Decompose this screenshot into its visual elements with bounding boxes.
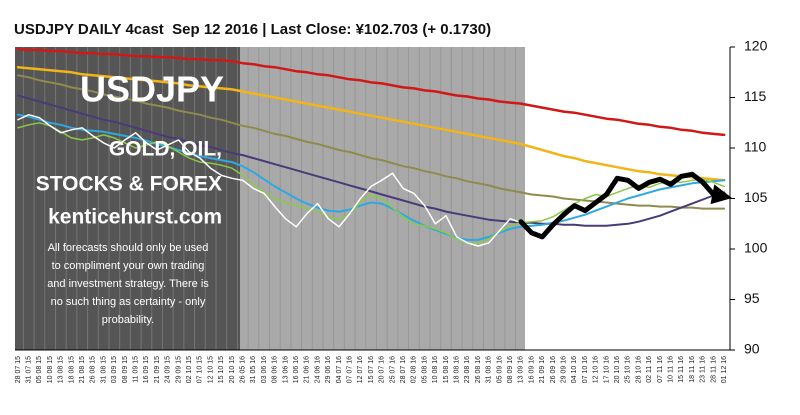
- disclaimer: no such thing as certainty - only: [51, 296, 206, 308]
- x-tick-label: 17 10 16: [603, 356, 610, 383]
- x-tick-label: 21 09 16: [539, 356, 546, 383]
- x-tick-label: 18 11 16: [689, 356, 696, 383]
- brand: USDJPY: [80, 69, 224, 110]
- x-tick-label: 26 05 16: [240, 356, 247, 383]
- x-tick-label: 08 06 16: [272, 356, 279, 383]
- x-tick-label: 24 09 15: [165, 356, 172, 383]
- x-tick-label: 10 08 16: [432, 356, 439, 383]
- x-tick-label: 02 11 16: [646, 356, 653, 383]
- x-tick-label: 10 08 15: [47, 356, 54, 383]
- disclaimer: to compliment your own trading: [52, 260, 205, 272]
- x-tick-label: 31 08 16: [486, 356, 493, 383]
- x-tick-label: 05 09 16: [496, 356, 503, 383]
- x-tick-label: 01 12 16: [721, 356, 728, 383]
- x-tick-label: 21 09 15: [154, 356, 161, 383]
- y-tick-label: 95: [744, 290, 760, 306]
- x-tick-label: 12 07 16: [357, 356, 364, 383]
- x-tick-label: 26 08 16: [475, 356, 482, 383]
- x-tick-label: 20 10 16: [614, 356, 621, 383]
- x-tick-label: 23 08 16: [464, 356, 471, 383]
- x-tick-label: 31 05 16: [250, 356, 257, 383]
- x-tick-label: 16 09 16: [528, 356, 535, 383]
- x-tick-label: 18 08 15: [68, 356, 75, 383]
- x-tick-label: 02 08 16: [411, 356, 418, 383]
- arrow-head: [710, 184, 733, 205]
- x-tick-label: 05 08 15: [36, 356, 43, 383]
- series-line: [17, 94, 726, 227]
- y-tick-label: 110: [744, 139, 767, 155]
- x-tick-label: 15 11 16: [678, 356, 685, 383]
- x-tick-label: 11 09 15: [133, 356, 140, 383]
- disclaimer: probability.: [102, 314, 154, 326]
- x-tick-label: 29 06 16: [325, 356, 332, 383]
- x-tick-label: 04 07 16: [336, 356, 343, 383]
- series-line: [17, 74, 726, 210]
- x-tick-label: 31 07 15: [26, 356, 33, 383]
- series-line: [17, 113, 726, 241]
- series-line: [17, 113, 522, 247]
- x-tick-label: 13 08 15: [58, 356, 65, 383]
- x-tick-label: 15 08 16: [443, 356, 450, 383]
- promo-line: STOCKS & FOREX: [36, 173, 222, 196]
- x-tick-label: 07 10 15: [197, 356, 204, 383]
- x-tick-label: 03 06 16: [261, 356, 268, 383]
- x-tick-label: 07 11 16: [657, 356, 664, 383]
- x-tick-label: 25 10 16: [625, 356, 632, 383]
- x-tick-label: 24 06 16: [314, 356, 321, 383]
- series-line: [16, 65, 726, 182]
- x-tick-label: 20 07 16: [379, 356, 386, 383]
- x-tick-label: 07 07 16: [347, 356, 354, 383]
- y-tick-label: 120: [744, 38, 768, 54]
- x-tick-label: 29 09 16: [561, 356, 568, 383]
- x-tick-label: 26 09 16: [550, 356, 557, 383]
- x-tick-label: 10 11 16: [668, 356, 675, 383]
- x-tick-label: 04 10 16: [571, 356, 578, 383]
- series-line: [518, 171, 727, 240]
- x-tick-label: 29 09 15: [175, 356, 182, 383]
- x-tick-label: 26 08 15: [90, 356, 97, 383]
- x-tick-label: 13 09 16: [518, 356, 525, 383]
- x-tick-label: 12 10 16: [593, 356, 600, 383]
- x-tick-label: 28 11 16: [710, 356, 717, 383]
- x-tick-label: 07 10 16: [582, 356, 589, 383]
- x-tick-label: 15 07 16: [368, 356, 375, 383]
- x-tick-label: 28 07 16: [400, 356, 407, 383]
- x-tick-label: 25 07 16: [389, 356, 396, 383]
- x-tick-label: 28 10 16: [635, 356, 642, 383]
- promo-line: GOLD, OIL,: [109, 138, 222, 161]
- disclaimer: and investment strategy. There is: [47, 278, 209, 290]
- y-tick-label: 90: [744, 341, 760, 357]
- y-tick-label: 105: [744, 189, 768, 205]
- x-tick-label: 15 10 15: [218, 356, 225, 383]
- x-tick-label: 21 08 15: [79, 356, 86, 383]
- x-tick-label: 31 08 15: [100, 356, 107, 383]
- x-tick-label: 28 07 15: [15, 356, 22, 383]
- disclaimer: All forecasts should only be used: [48, 242, 209, 254]
- x-tick-label: 08 09 15: [122, 356, 129, 383]
- x-tick-label: 12 10 15: [207, 356, 214, 383]
- x-tick-label: 20 10 15: [229, 356, 236, 383]
- x-tick-label: 02 10 15: [186, 356, 193, 383]
- x-tick-label: 08 09 16: [507, 356, 514, 383]
- x-tick-label: 13 06 16: [282, 356, 289, 383]
- chart-title: USDJPY DAILY 4cast Sep 12 2016 | Last Cl…: [14, 21, 491, 38]
- x-tick-label: 05 08 16: [421, 356, 428, 383]
- x-tick-label: 16 09 15: [143, 356, 150, 383]
- y-tick-label: 100: [744, 240, 768, 256]
- x-tick-label: 23 11 16: [700, 356, 707, 383]
- x-tick-label: 18 08 16: [454, 356, 461, 383]
- promo-line: kenticehurst.com: [48, 206, 222, 229]
- x-tick-label: 21 06 16: [304, 356, 311, 383]
- series-line: [16, 47, 726, 137]
- y-tick-label: 115: [744, 88, 767, 104]
- x-tick-label: 16 06 16: [293, 356, 300, 383]
- x-tick-label: 03 09 15: [111, 356, 118, 383]
